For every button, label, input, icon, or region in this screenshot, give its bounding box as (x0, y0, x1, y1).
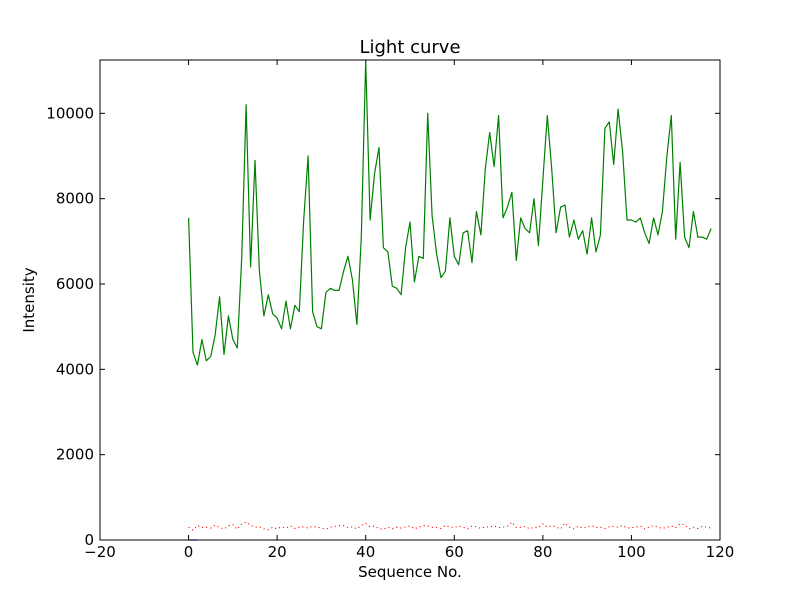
y-axis-label: Intensity (20, 267, 38, 332)
y-tick-label: 2000 (56, 446, 94, 464)
x-axis-label: Sequence No. (358, 563, 462, 581)
x-tick-label: 0 (184, 543, 194, 561)
x-tick-label: 120 (706, 543, 735, 561)
y-tick-label: 4000 (56, 360, 94, 378)
x-tick-label: 100 (617, 543, 646, 561)
x-tick-label: 40 (356, 543, 375, 561)
y-tick-label: 0 (84, 531, 94, 549)
series-line-2 (188, 521, 712, 531)
x-tick-label: 60 (445, 543, 464, 561)
series-line-1 (188, 59, 712, 366)
x-tick-label: −20 (84, 543, 116, 561)
chart-title: Light curve (359, 37, 460, 58)
y-tick-label: 10000 (46, 104, 94, 122)
x-tick-label: 20 (268, 543, 287, 561)
x-tick-label: 80 (533, 543, 552, 561)
plot-frame (99, 59, 721, 541)
plot-area (100, 60, 720, 540)
y-tick-label: 8000 (56, 190, 94, 208)
y-tick-label: 6000 (56, 275, 94, 293)
